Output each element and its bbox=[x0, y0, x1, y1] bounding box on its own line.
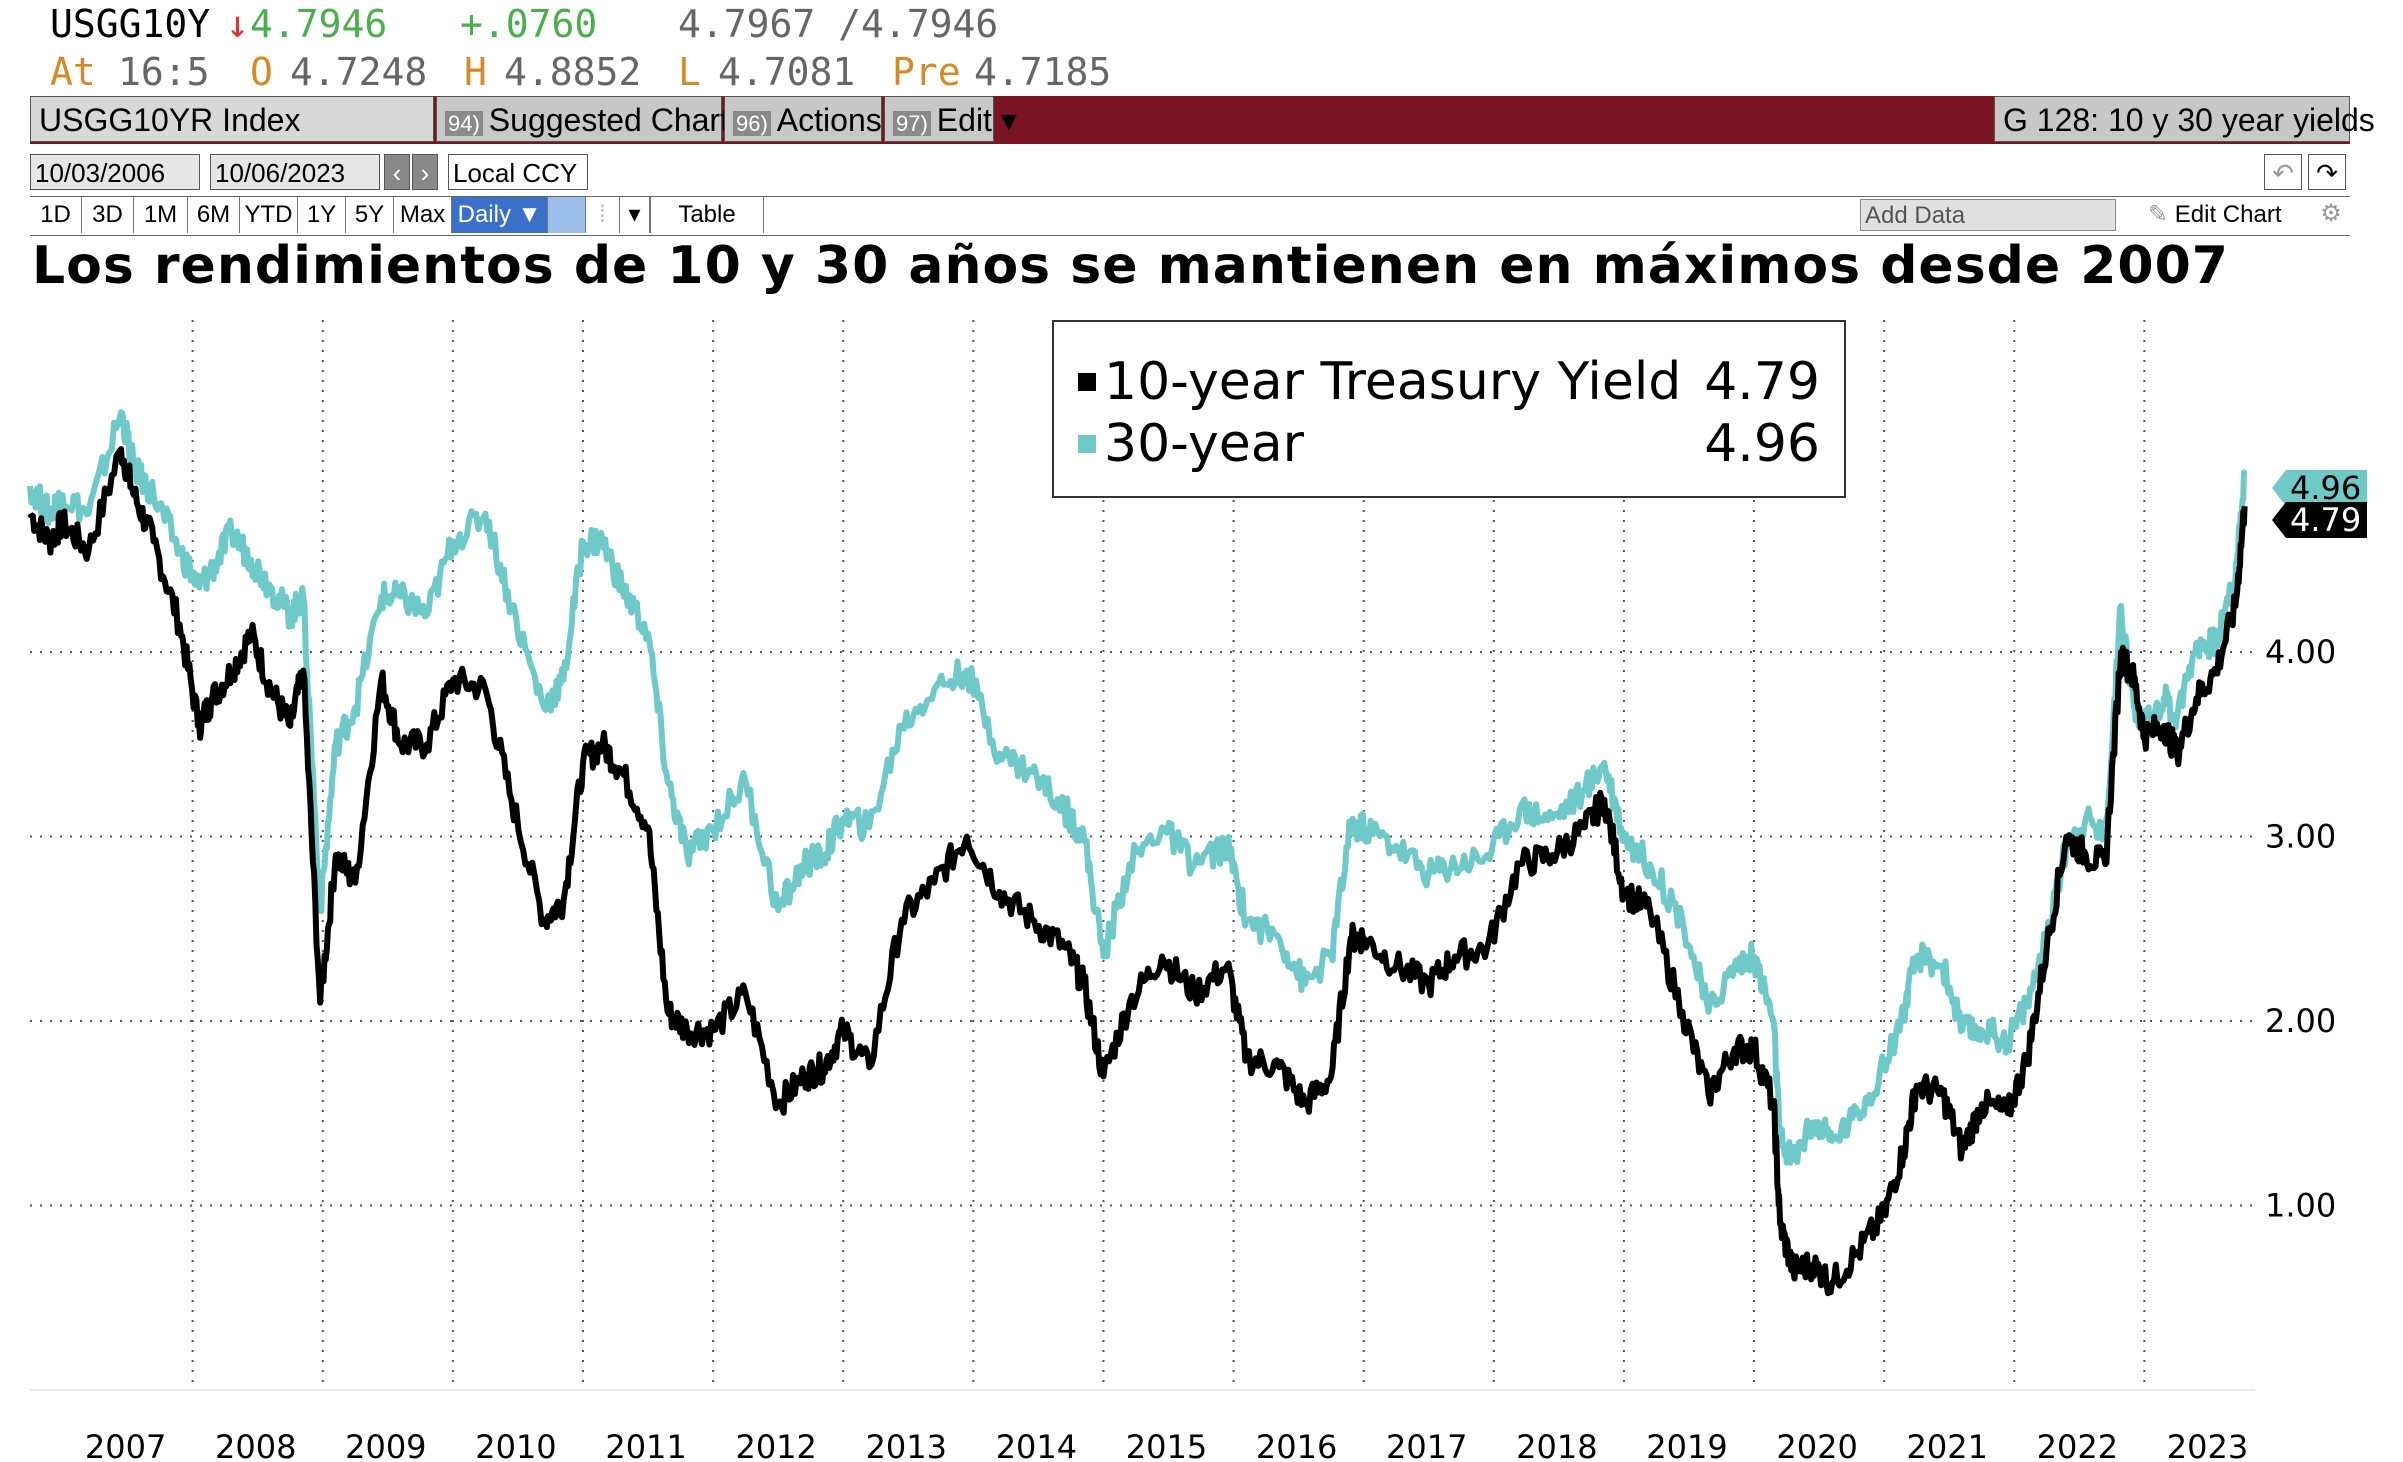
date-range-bar: 10/03/2006 10/06/2023 ‹ › Local CCY ↶ ↷ bbox=[30, 154, 2350, 192]
quote-time: 16:5 bbox=[118, 50, 210, 94]
chart-series bbox=[27, 409, 2248, 1297]
next-period-button[interactable]: › bbox=[412, 154, 438, 190]
open-label: O bbox=[250, 50, 273, 94]
x-tick-label: 2010 bbox=[475, 1428, 556, 1462]
range-3d-button[interactable]: 3D bbox=[82, 197, 134, 233]
chart-title: Los rendimientos de 10 y 30 años se mant… bbox=[32, 236, 2229, 296]
command-bar: USGG10YR Index 94) Suggested Charts 96) Ac… bbox=[30, 96, 2375, 144]
y-tick-label: 2.00 bbox=[2265, 1002, 2336, 1040]
legend-label-30y: 30-year bbox=[1104, 414, 1305, 474]
legend-swatch-30y bbox=[1078, 435, 1096, 453]
redo-icon[interactable]: ↷ bbox=[2308, 154, 2346, 190]
series-line-30y bbox=[27, 409, 2248, 1166]
suggested-charts-number: 94) bbox=[445, 111, 483, 136]
low-label: L bbox=[678, 50, 701, 94]
series-line-10y bbox=[27, 446, 2248, 1297]
x-tick-label: 2008 bbox=[215, 1428, 296, 1462]
pre-value: 4.7185 bbox=[974, 50, 1112, 94]
high-label: H bbox=[464, 50, 487, 94]
settings-icon[interactable]: ⚙ bbox=[2320, 200, 2342, 227]
suggested-charts-label: Suggested Charts bbox=[488, 102, 745, 138]
x-tick-label: 2012 bbox=[735, 1428, 816, 1462]
x-tick-label: 2023 bbox=[2167, 1428, 2248, 1462]
yield-chart[interactable]: 1.00 2.00 3.00 4.00 2007 2008 2009 2010 2011 201… bbox=[0, 300, 2403, 1462]
x-tick-label: 2009 bbox=[345, 1428, 426, 1462]
x-tick-label: 2015 bbox=[1126, 1428, 1207, 1462]
x-tick-label: 2022 bbox=[2037, 1428, 2118, 1462]
edit-chart-button[interactable]: ✎ Edit Chart bbox=[2148, 197, 2282, 233]
x-tick-label: 2021 bbox=[1907, 1428, 1988, 1462]
range-1m-button[interactable]: 1M bbox=[134, 197, 188, 233]
legend-item-30y: 30-year 4.96 bbox=[1078, 414, 1820, 474]
bid-ask: 4.7967 /4.7946 bbox=[678, 2, 999, 46]
chart-name: G 128: 10 y 30 year yields bbox=[1994, 96, 2375, 142]
edit-number: 97) bbox=[893, 111, 931, 136]
bar-style-icon[interactable]: ⁞ bbox=[586, 197, 620, 233]
range-1d-button[interactable]: 1D bbox=[30, 197, 82, 233]
x-tick-label: 2013 bbox=[866, 1428, 947, 1462]
x-axis: 2007 2008 2009 2010 2011 2012 2013 2014 2015 2016… bbox=[30, 1389, 2255, 1462]
x-tick-label: 2014 bbox=[996, 1428, 1077, 1462]
y-tick-label: 1.00 bbox=[2265, 1187, 2336, 1225]
open-value: 4.7248 bbox=[290, 50, 428, 94]
net-change: +.0760 bbox=[460, 2, 598, 46]
pre-label: Pre bbox=[892, 50, 961, 94]
legend-label-10y: 10-year Treasury Yield bbox=[1104, 352, 1682, 412]
edit-menu[interactable]: 97) Edit ▾ bbox=[884, 96, 1017, 142]
currency-select[interactable]: Local CCY bbox=[448, 154, 588, 190]
y-axis: 1.00 2.00 3.00 4.00 bbox=[2265, 633, 2336, 1224]
x-tick-label: 2019 bbox=[1646, 1428, 1727, 1462]
range-max-button[interactable]: Max bbox=[394, 197, 452, 233]
style-dropdown-icon[interactable]: ▾ bbox=[620, 197, 650, 233]
y-tick-label: 3.00 bbox=[2265, 818, 2336, 856]
last-price: 4.7946 bbox=[250, 2, 388, 46]
legend-item-10y: 10-year Treasury Yield 4.79 bbox=[1078, 352, 1820, 412]
at-label: At bbox=[50, 50, 96, 94]
actions-menu[interactable]: 96) Actions ▾ bbox=[724, 96, 907, 142]
legend-value-10y: 4.79 bbox=[1704, 352, 1820, 412]
edit-chart-label: Edit Chart bbox=[2174, 201, 2282, 228]
last-value-tag-10y: 4.79 bbox=[2272, 502, 2368, 538]
legend-swatch-10y bbox=[1078, 373, 1096, 391]
chart-type-icon[interactable] bbox=[548, 197, 586, 233]
range-toolbar: 1D 3D 1M 6M YTD 1Y 5Y Max Daily ▼ ⁞ ▾ Ta… bbox=[30, 196, 2350, 236]
x-tick-label: 2020 bbox=[1776, 1428, 1857, 1462]
direction-arrow-icon: ↓ bbox=[226, 2, 249, 46]
start-date-input[interactable]: 10/03/2006 bbox=[30, 154, 200, 190]
range-5y-button[interactable]: 5Y bbox=[346, 197, 394, 233]
suggested-charts-button[interactable]: 94) Suggested Charts bbox=[436, 96, 745, 142]
edit-label: Edit ▾ bbox=[936, 102, 1017, 138]
x-tick-label: 2017 bbox=[1386, 1428, 1467, 1462]
last-value-tag-30y: 4.96 bbox=[2272, 470, 2368, 506]
x-tick-label: 2018 bbox=[1516, 1428, 1597, 1462]
x-tick-label: 2011 bbox=[605, 1428, 686, 1462]
prev-period-button[interactable]: ‹ bbox=[384, 154, 410, 190]
end-date-input[interactable]: 10/06/2023 bbox=[210, 154, 380, 190]
add-data-input[interactable]: Add Data bbox=[1860, 199, 2116, 231]
pencil-icon: ✎ bbox=[2148, 201, 2175, 228]
y-tick-label: 4.00 bbox=[2265, 633, 2336, 671]
frequency-select[interactable]: Daily ▼ bbox=[452, 197, 548, 233]
x-tick-label: 2007 bbox=[85, 1428, 166, 1462]
chart-grid bbox=[30, 320, 2255, 1390]
high-value: 4.8852 bbox=[504, 50, 642, 94]
table-button[interactable]: Table bbox=[650, 197, 764, 233]
legend-value-30y: 4.96 bbox=[1704, 414, 1820, 474]
range-6m-button[interactable]: 6M bbox=[188, 197, 240, 233]
range-1y-button[interactable]: 1Y bbox=[298, 197, 346, 233]
low-value: 4.7081 bbox=[718, 50, 856, 94]
range-ytd-button[interactable]: YTD bbox=[240, 197, 298, 233]
security-field[interactable]: USGG10YR Index bbox=[30, 96, 434, 142]
ticker-symbol: USGG10Y bbox=[50, 2, 211, 46]
actions-number: 96) bbox=[733, 111, 771, 136]
x-tick-label: 2016 bbox=[1256, 1428, 1337, 1462]
chart-legend: 10-year Treasury Yield 4.79 30-year 4.96 bbox=[1052, 320, 1846, 498]
undo-icon[interactable]: ↶ bbox=[2264, 154, 2302, 190]
